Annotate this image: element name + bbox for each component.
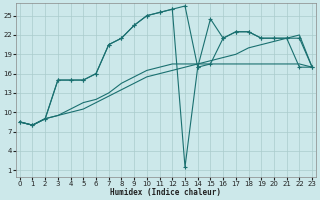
X-axis label: Humidex (Indice chaleur): Humidex (Indice chaleur) xyxy=(110,188,221,197)
